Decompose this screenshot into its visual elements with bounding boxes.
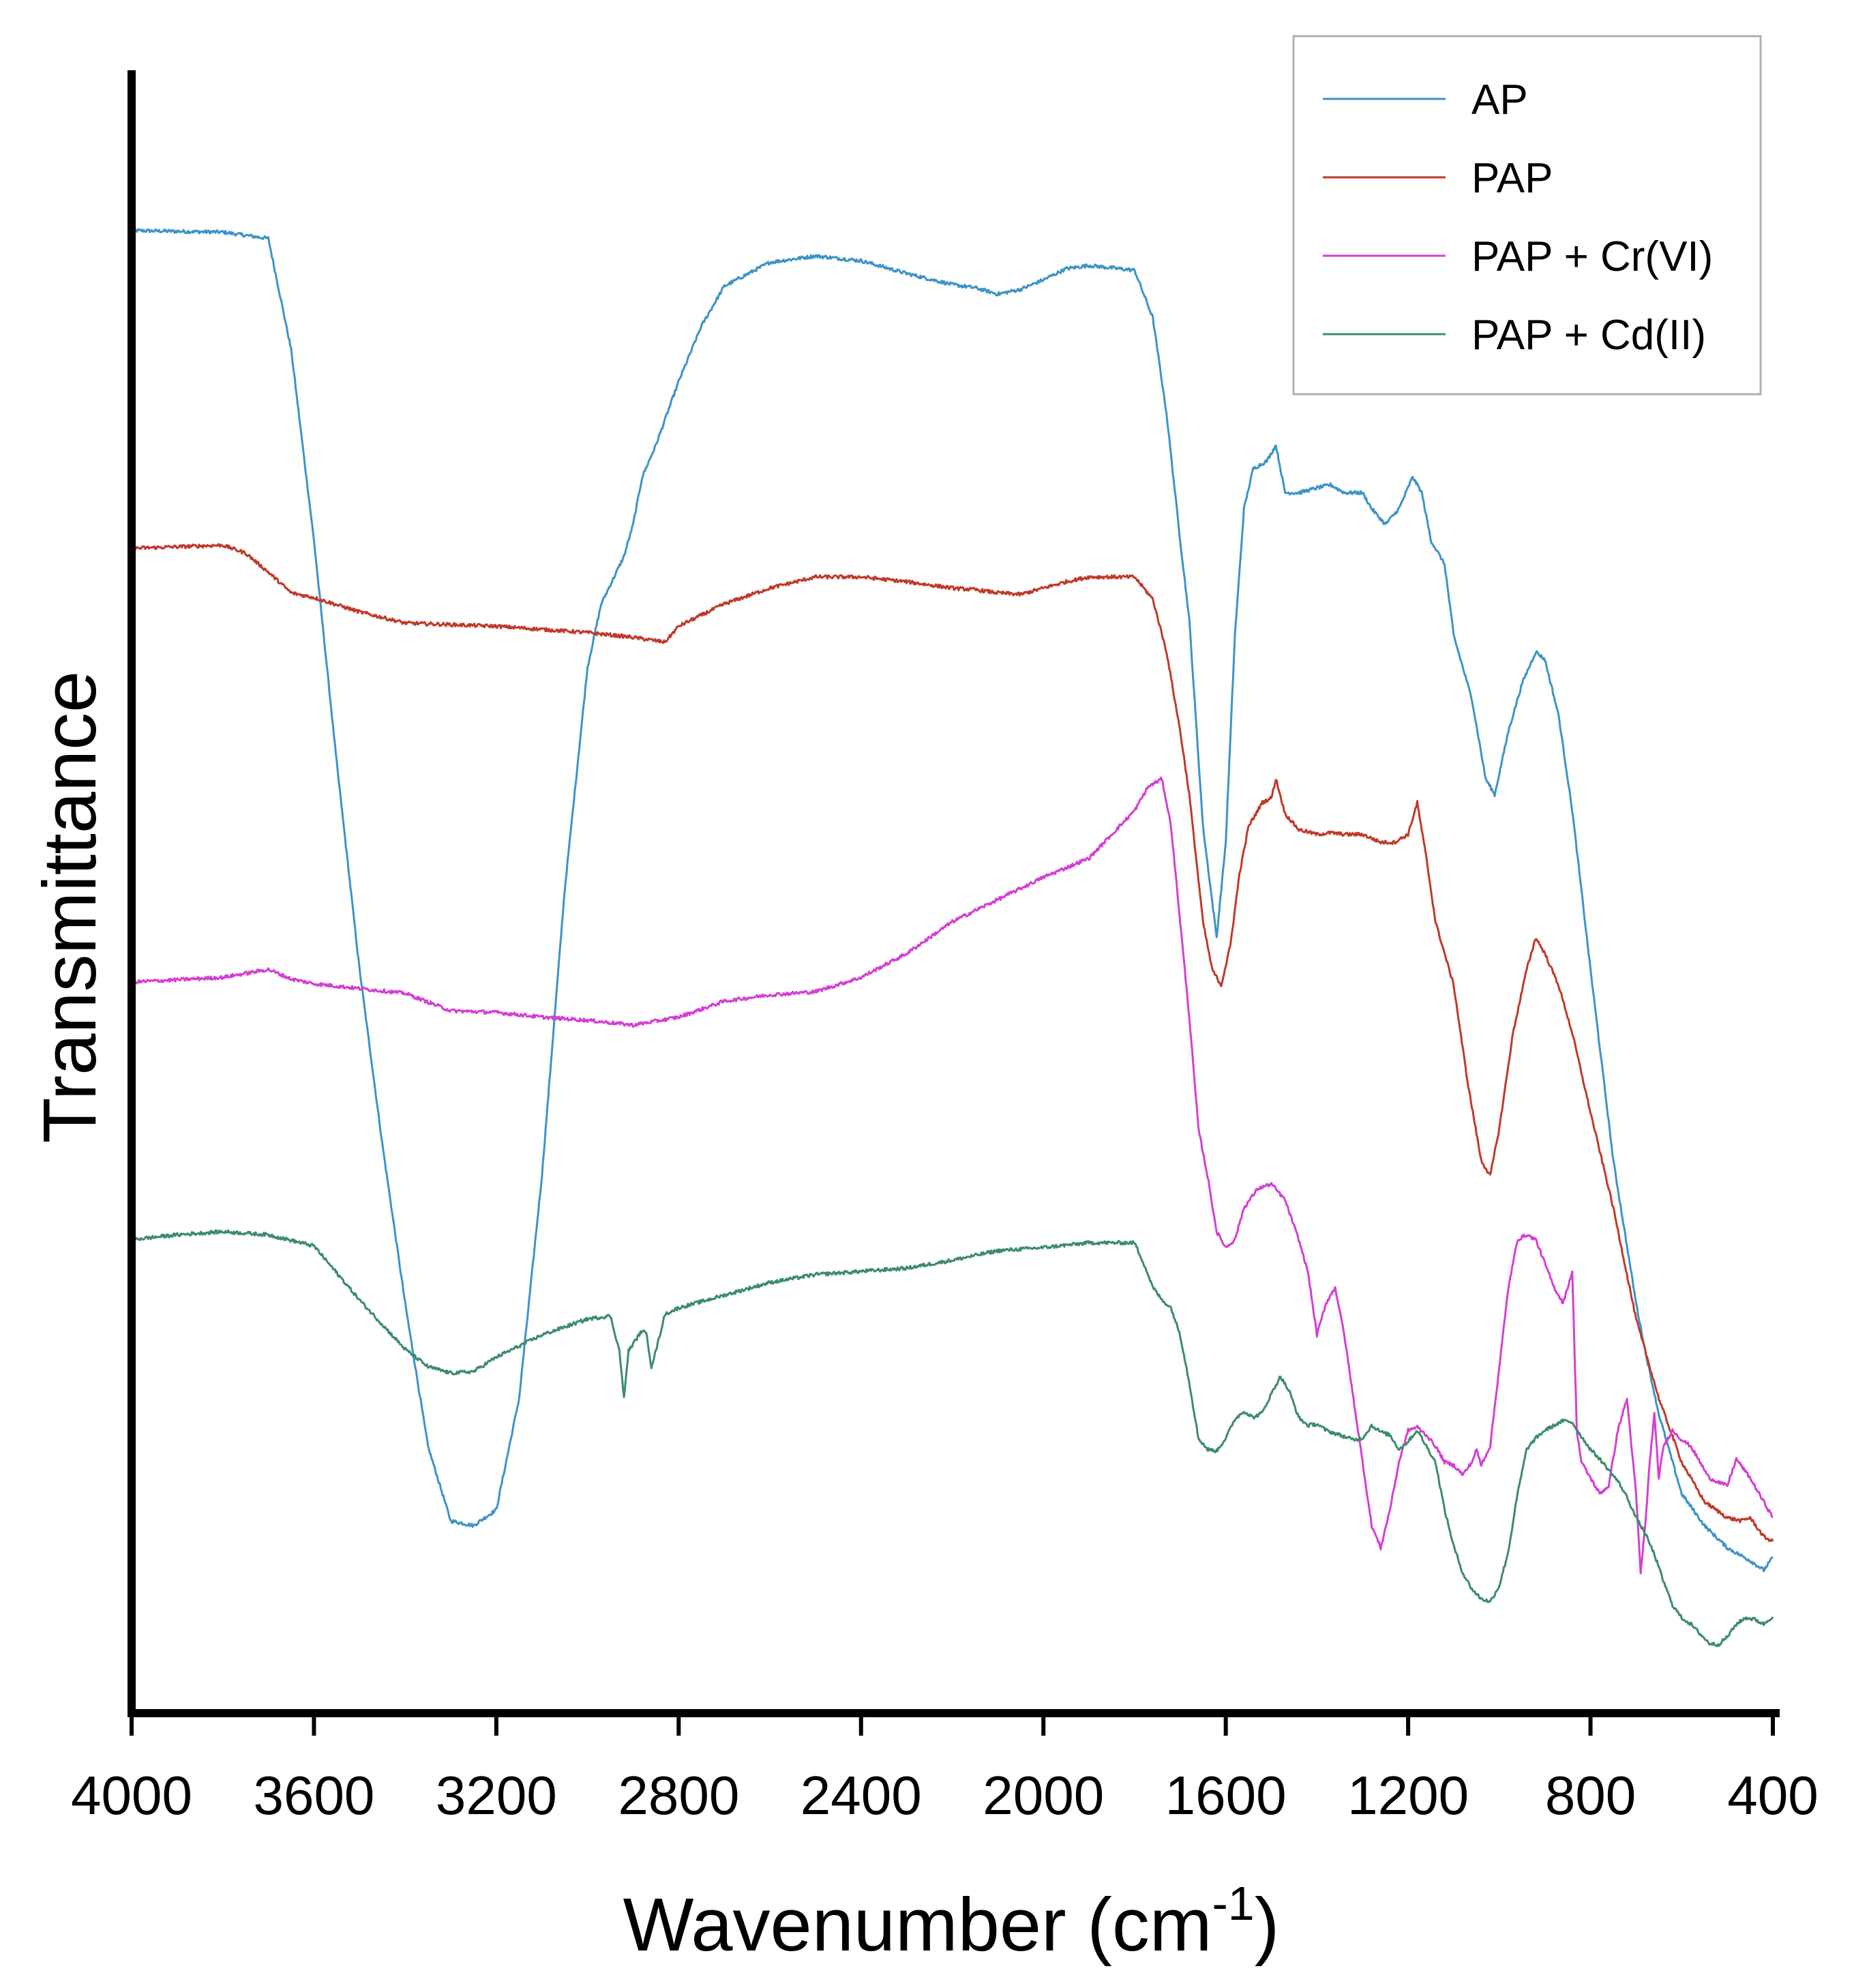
- x-tick-label: 1200: [1347, 1765, 1469, 1826]
- series-layer: [130, 228, 1774, 1648]
- legend-label: PAP + Cd(II): [1471, 312, 1706, 359]
- series-line-pap-cd-ii: [130, 1229, 1774, 1648]
- legend-label: AP: [1471, 76, 1528, 123]
- y-axis-title: Transmittance: [28, 671, 112, 1144]
- x-tick-label: 2000: [983, 1765, 1104, 1826]
- x-tick-label: 800: [1545, 1765, 1636, 1826]
- series-line-ap: [130, 228, 1774, 1573]
- x-ticks: 4000 3600 3200 2800 2400 2000 1600 1200 800 400: [71, 1709, 1819, 1826]
- x-axis-title-close: ): [1255, 1883, 1280, 1967]
- legend-label: PAP: [1471, 155, 1553, 202]
- x-tick-label: 3600: [253, 1765, 374, 1826]
- x-tick-label: 400: [1727, 1765, 1818, 1826]
- legend: AP PAP PAP + Cr(VI) PAP + Cd(II): [1292, 35, 1762, 396]
- x-tick-label: 2800: [618, 1765, 739, 1826]
- x-axis-title: Wavenumber (cm-1): [623, 1877, 1280, 1967]
- x-axis-title-superscript: -1: [1212, 1877, 1255, 1930]
- x-tick-label: 1600: [1165, 1765, 1287, 1826]
- series-line-pap: [130, 543, 1774, 1543]
- series-line-pap-cr-vi: [131, 776, 1774, 1575]
- x-axis-title-main: Wavenumber (cm: [623, 1883, 1212, 1967]
- legend-label: PAP + Cr(VI): [1471, 233, 1713, 280]
- x-tick-label: 2400: [801, 1765, 922, 1826]
- x-tick-label: 4000: [71, 1765, 192, 1826]
- legend-items: AP PAP PAP + Cr(VI) PAP + Cd(II): [1323, 76, 1713, 359]
- x-tick-label: 3200: [436, 1765, 557, 1826]
